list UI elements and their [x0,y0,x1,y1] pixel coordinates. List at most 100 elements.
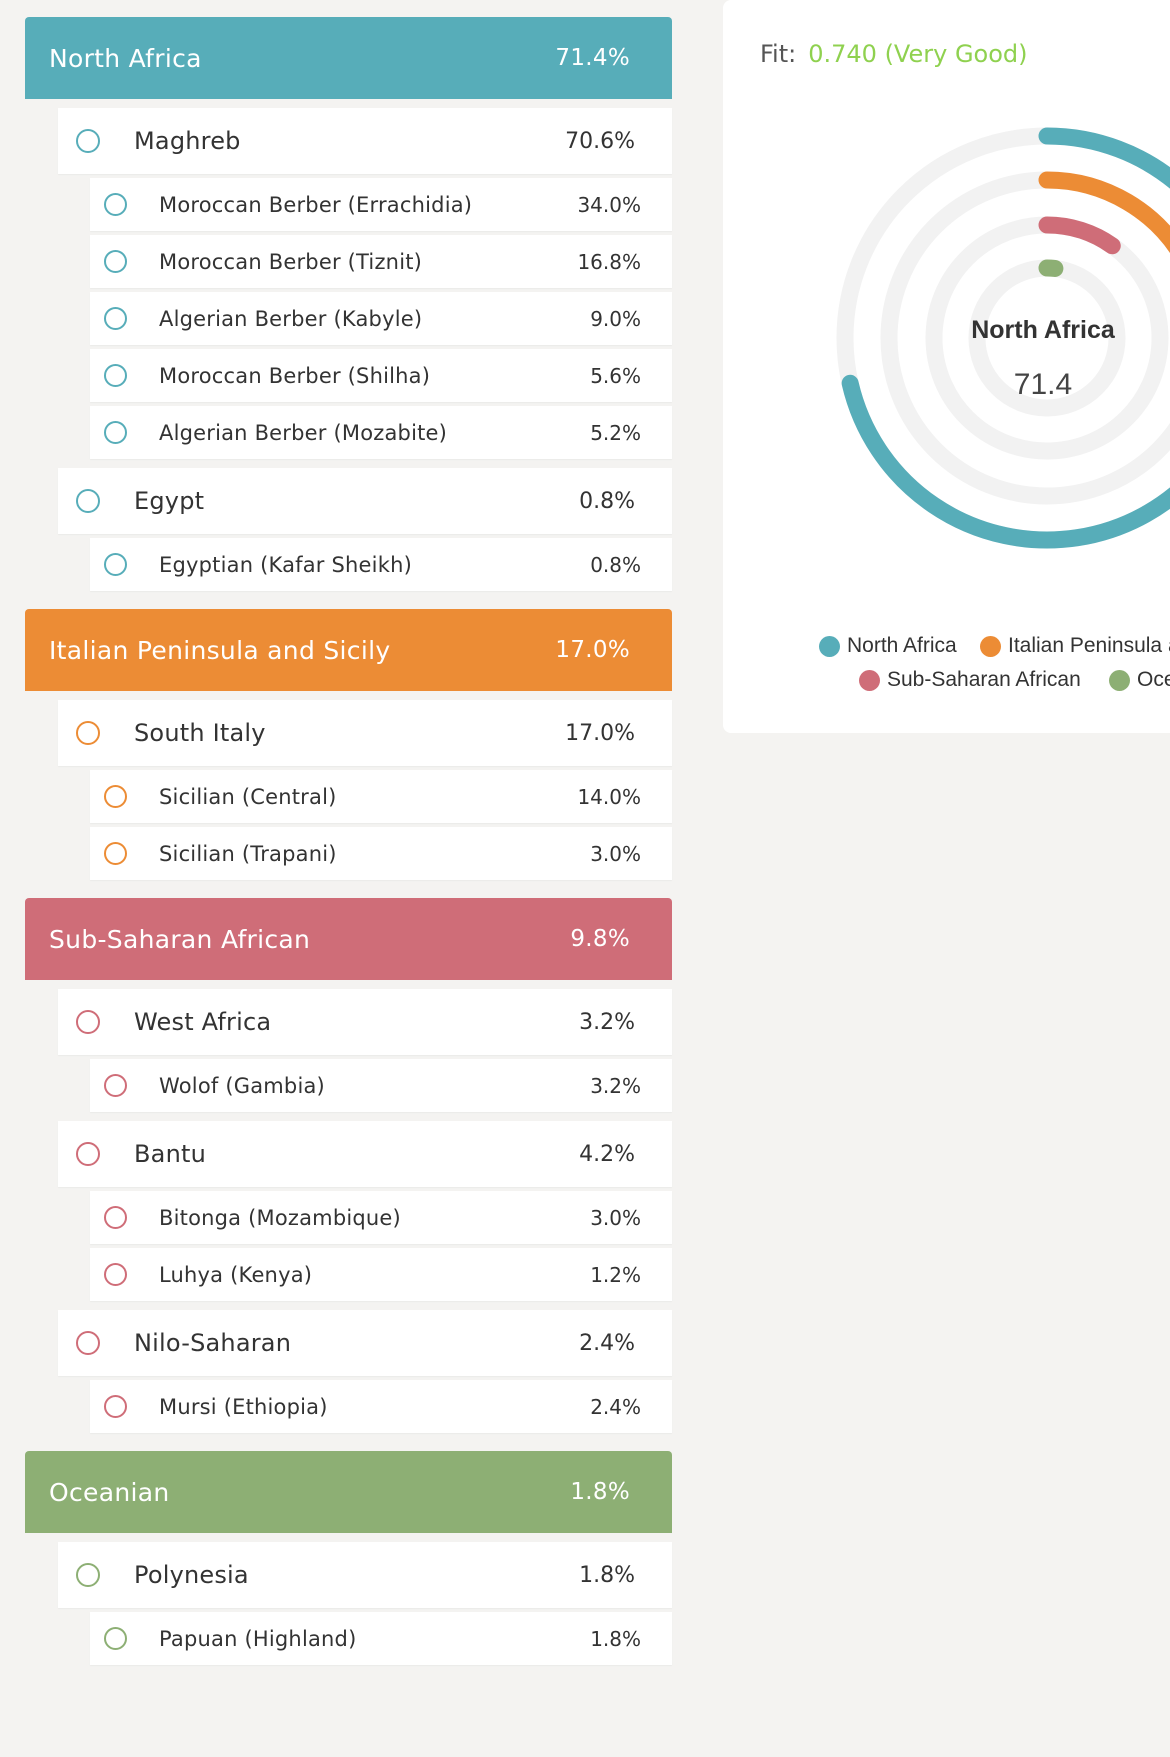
population-row[interactable]: Luhya (Kenya) 1.2% [90,1248,672,1301]
subgroup-percentage: 2.4% [579,1330,635,1356]
population-percentage: 16.8% [577,249,641,274]
population-row[interactable]: Sicilian (Trapani) 3.0% [90,827,672,880]
radio-circle-icon[interactable] [104,1206,127,1229]
radio-circle-icon[interactable] [104,1627,127,1650]
group-body: West Africa 3.2% Wolof (Gambia) 3.2% Bantu 4.… [25,989,672,1451]
radio-circle-icon[interactable] [76,129,100,153]
population-row[interactable]: Algerian Berber (Kabyle) 9.0% [90,292,672,345]
radio-circle-icon[interactable] [104,307,127,330]
radio-circle-icon[interactable] [104,250,127,273]
legend-dot-icon [980,635,1001,657]
subgroup-percentage: 4.2% [579,1141,635,1167]
legend-item[interactable]: Sub-Saharan African [859,668,1081,692]
population-percentage: 5.2% [590,420,641,445]
population-percentage: 5.6% [590,363,641,388]
radio-circle-icon[interactable] [76,1010,100,1034]
radio-circle-icon[interactable] [104,1263,127,1286]
population-name: Algerian Berber (Kabyle) [159,306,423,331]
legend-item[interactable]: Oceanian [1109,668,1170,692]
population-row[interactable]: Egyptian (Kafar Sheikh) 0.8% [90,538,672,591]
subgroup-row[interactable]: Bantu 4.2% [58,1121,672,1187]
subgroup-name: Maghreb [134,127,241,155]
radio-circle-icon[interactable] [76,1563,100,1587]
subgroup-name: South Italy [134,719,266,747]
group-body: Polynesia 1.8% Papuan (Highland) 1.8% [25,1542,672,1683]
radio-circle-icon[interactable] [76,1331,100,1355]
ancestry-group: Italian Peninsula and Sicily 17.0% South I… [25,609,672,898]
subgroup-percentage: 3.2% [579,1009,635,1035]
group-header[interactable]: North Africa 71.4% [25,17,672,99]
ring-bar[interactable] [1038,216,1121,255]
group-header[interactable]: Sub-Saharan African 9.8% [25,898,672,980]
subgroup-name: Nilo-Saharan [134,1329,292,1357]
legend-label: Sub-Saharan African [887,668,1081,691]
radio-circle-icon[interactable] [104,553,127,576]
subgroup-row[interactable]: Maghreb 70.6% [58,108,672,174]
population-row[interactable]: Moroccan Berber (Shilha) 5.6% [90,349,672,402]
ancestry-breakdown-list: North Africa 71.4% Maghreb 70.6% Moroccan Be… [25,17,672,1683]
subgroup-percentage: 70.6% [565,128,635,154]
population-name: Luhya (Kenya) [159,1262,313,1287]
population-percentage: 3.0% [590,841,641,866]
population-row[interactable]: Moroccan Berber (Errachidia) 34.0% [90,178,672,231]
population-row[interactable]: Bitonga (Mozambique) 3.0% [90,1191,672,1244]
population-name: Sicilian (Trapani) [159,841,337,866]
population-row[interactable]: Wolof (Gambia) 3.2% [90,1059,672,1112]
population-percentage: 9.0% [590,306,641,331]
population-row[interactable]: Sicilian (Central) 14.0% [90,770,672,823]
radio-circle-icon[interactable] [76,489,100,513]
population-row[interactable]: Algerian Berber (Mozabite) 5.2% [90,406,672,459]
population-percentage: 14.0% [577,784,641,809]
group-header[interactable]: Oceanian 1.8% [25,1451,672,1533]
subgroup-row[interactable]: Egypt 0.8% [58,468,672,534]
radio-circle-icon[interactable] [104,785,127,808]
radio-circle-icon[interactable] [76,1142,100,1166]
group-body: South Italy 17.0% Sicilian (Central) 14.0% S… [25,700,672,898]
population-row[interactable]: Papuan (Highland) 1.8% [90,1612,672,1665]
radio-circle-icon[interactable] [104,1074,127,1097]
subgroup-row[interactable]: South Italy 17.0% [58,700,672,766]
ring-bar[interactable] [841,127,1170,549]
population-percentage: 3.0% [590,1205,641,1230]
subgroup-name: Bantu [134,1140,207,1168]
chart-center-title: North Africa [971,316,1116,344]
radio-circle-icon[interactable] [104,364,127,387]
subgroup-row[interactable]: Polynesia 1.8% [58,1542,672,1608]
group-percentage: 9.8% [570,926,630,952]
population-percentage: 1.8% [590,1626,641,1651]
group-header[interactable]: Italian Peninsula and Sicily 17.0% [25,609,672,691]
population-name: Moroccan Berber (Errachidia) [159,192,473,217]
fit-score: Fit: 0.740 (Very Good) [760,40,1028,68]
group-name: Oceanian [49,1477,170,1507]
radio-circle-icon[interactable] [104,842,127,865]
radio-circle-icon[interactable] [104,421,127,444]
subgroup-row[interactable]: West Africa 3.2% [58,989,672,1055]
subgroup-percentage: 1.8% [579,1562,635,1588]
group-percentage: 71.4% [555,45,630,71]
legend-item[interactable]: North Africa [819,634,957,658]
group-name: Italian Peninsula and Sicily [49,635,391,665]
subgroup-row[interactable]: Nilo-Saharan 2.4% [58,1310,672,1376]
subgroup-percentage: 17.0% [565,720,635,746]
radio-circle-icon[interactable] [104,193,127,216]
ring-bar[interactable] [1038,171,1170,262]
radio-circle-icon[interactable] [104,1395,127,1418]
subgroup-percentage: 0.8% [579,488,635,514]
population-percentage: 34.0% [577,192,641,217]
population-name: Wolof (Gambia) [159,1073,325,1098]
group-percentage: 1.8% [570,1479,630,1505]
legend-label: Oceanian [1137,668,1170,691]
radio-circle-icon[interactable] [76,721,100,745]
population-percentage: 1.2% [590,1262,641,1287]
population-row[interactable]: Moroccan Berber (Tiznit) 16.8% [90,235,672,288]
population-name: Papuan (Highland) [159,1626,357,1651]
fit-value: 0.740 (Very Good) [808,40,1028,68]
chart-center-value: 71.4 [1014,368,1072,401]
population-name: Moroccan Berber (Tiznit) [159,249,423,274]
population-row[interactable]: Mursi (Ethiopia) 2.4% [90,1380,672,1433]
group-name: North Africa [49,43,202,73]
subgroup-name: West Africa [134,1008,272,1036]
ancestry-group: Sub-Saharan African 9.8% West Africa 3.2% Wo… [25,898,672,1451]
legend-item[interactable]: Italian Peninsula and Sicily [980,634,1170,658]
legend-label: North Africa [847,634,957,657]
